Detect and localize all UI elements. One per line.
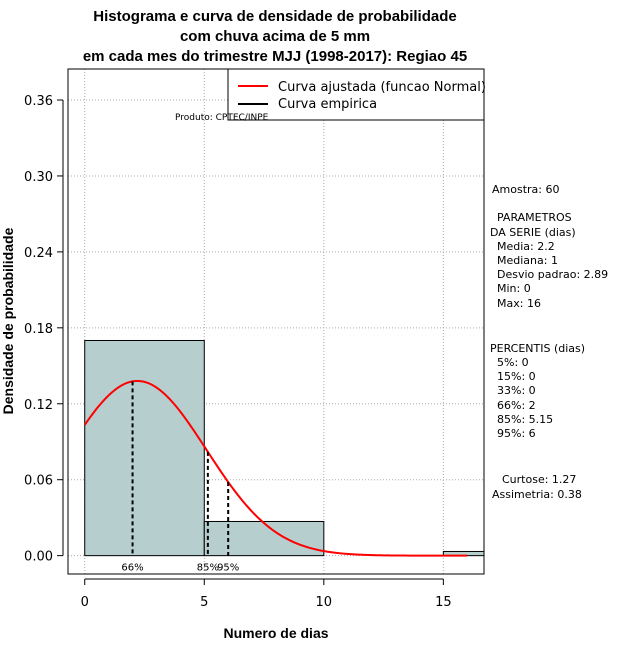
- stat-p33: 33%: 0: [497, 384, 536, 397]
- x-tick-label: 15: [435, 595, 452, 610]
- y-tick-label: 0.36: [24, 94, 53, 109]
- y-tick-label: 0.00: [24, 550, 53, 565]
- stat-skewness: Assimetria: 0.38: [492, 488, 582, 501]
- percentile-label: 95%: [217, 563, 239, 574]
- plot-frame: [67, 68, 485, 575]
- percentile-label: 66%: [121, 563, 143, 574]
- percentile-label: 85%: [197, 563, 219, 574]
- legend: Curva ajustada (funcao Normal) Curva emp…: [227, 68, 486, 121]
- stat-sd: Desvio padrao: 2.89: [497, 268, 608, 281]
- y-tick-label: 0.12: [24, 398, 53, 413]
- stat-kurtosis: Curtose: 1.27: [502, 473, 576, 486]
- curve-layer: [83, 379, 468, 557]
- stat-mean: Media: 2.2: [497, 240, 555, 253]
- chart-title-line-3: em cada mes do trimestre MJJ (1998-2017)…: [83, 48, 467, 65]
- stat-p5: 5%: 0: [497, 356, 529, 369]
- stat-p66: 66%: 2: [497, 399, 536, 412]
- legend-label-fitted: Curva ajustada (funcao Normal): [278, 80, 486, 95]
- y-axis-title: Densidade de probabilidade: [0, 227, 16, 414]
- percentile-layer: 66% 85%95%: [121, 381, 239, 574]
- stats-panel: Amostra: 60 PARAMETROS DA SERIE (dias) M…: [490, 183, 608, 501]
- stat-median: Mediana: 1: [497, 254, 558, 267]
- bars-layer: [84, 339, 485, 557]
- stat-sample: Amostra: 60: [492, 183, 559, 196]
- x-tick-label: 0: [81, 595, 89, 610]
- legend-box: [227, 68, 485, 121]
- stat-p95: 95%: 6: [497, 427, 536, 440]
- legend-label-empirical: Curva empirica: [278, 97, 377, 112]
- x-tick-label: 5: [200, 595, 208, 610]
- y-tick-label: 0.30: [24, 170, 53, 185]
- chart-title-line-2: com chuva acima de 5 mm: [180, 28, 370, 45]
- stat-min: Min: 0: [497, 282, 531, 295]
- x-axis-title: Numero de dias: [223, 625, 328, 641]
- y-tick-label: 0.18: [24, 322, 53, 337]
- x-tick-label: 10: [316, 595, 333, 610]
- histogram-bar: [84, 339, 205, 557]
- stat-p85: 85%: 5.15: [497, 413, 553, 426]
- stat-params-header-2: DA SERIE (dias): [490, 226, 576, 239]
- axes-layer: 0 5 10 15 0.00 0.06 0.12 0.18 0.24 0.30 0.36: [24, 94, 452, 610]
- stat-max: Max: 16: [497, 297, 541, 310]
- stat-p15: 15%: 0: [497, 370, 536, 383]
- stat-params-header-1: PARAMETROS: [497, 211, 572, 224]
- chart-title-line-1: Histograma e curva de densidade de proba…: [93, 8, 456, 25]
- credit-text: Produto: CPTEC/INPE: [175, 113, 269, 123]
- y-tick-label: 0.06: [24, 474, 53, 489]
- stat-percentiles-header: PERCENTIS (dias): [490, 342, 585, 355]
- y-tick-label: 0.24: [24, 246, 53, 261]
- fitted-normal-curve: [83, 379, 468, 557]
- histogram-bar: [203, 520, 325, 557]
